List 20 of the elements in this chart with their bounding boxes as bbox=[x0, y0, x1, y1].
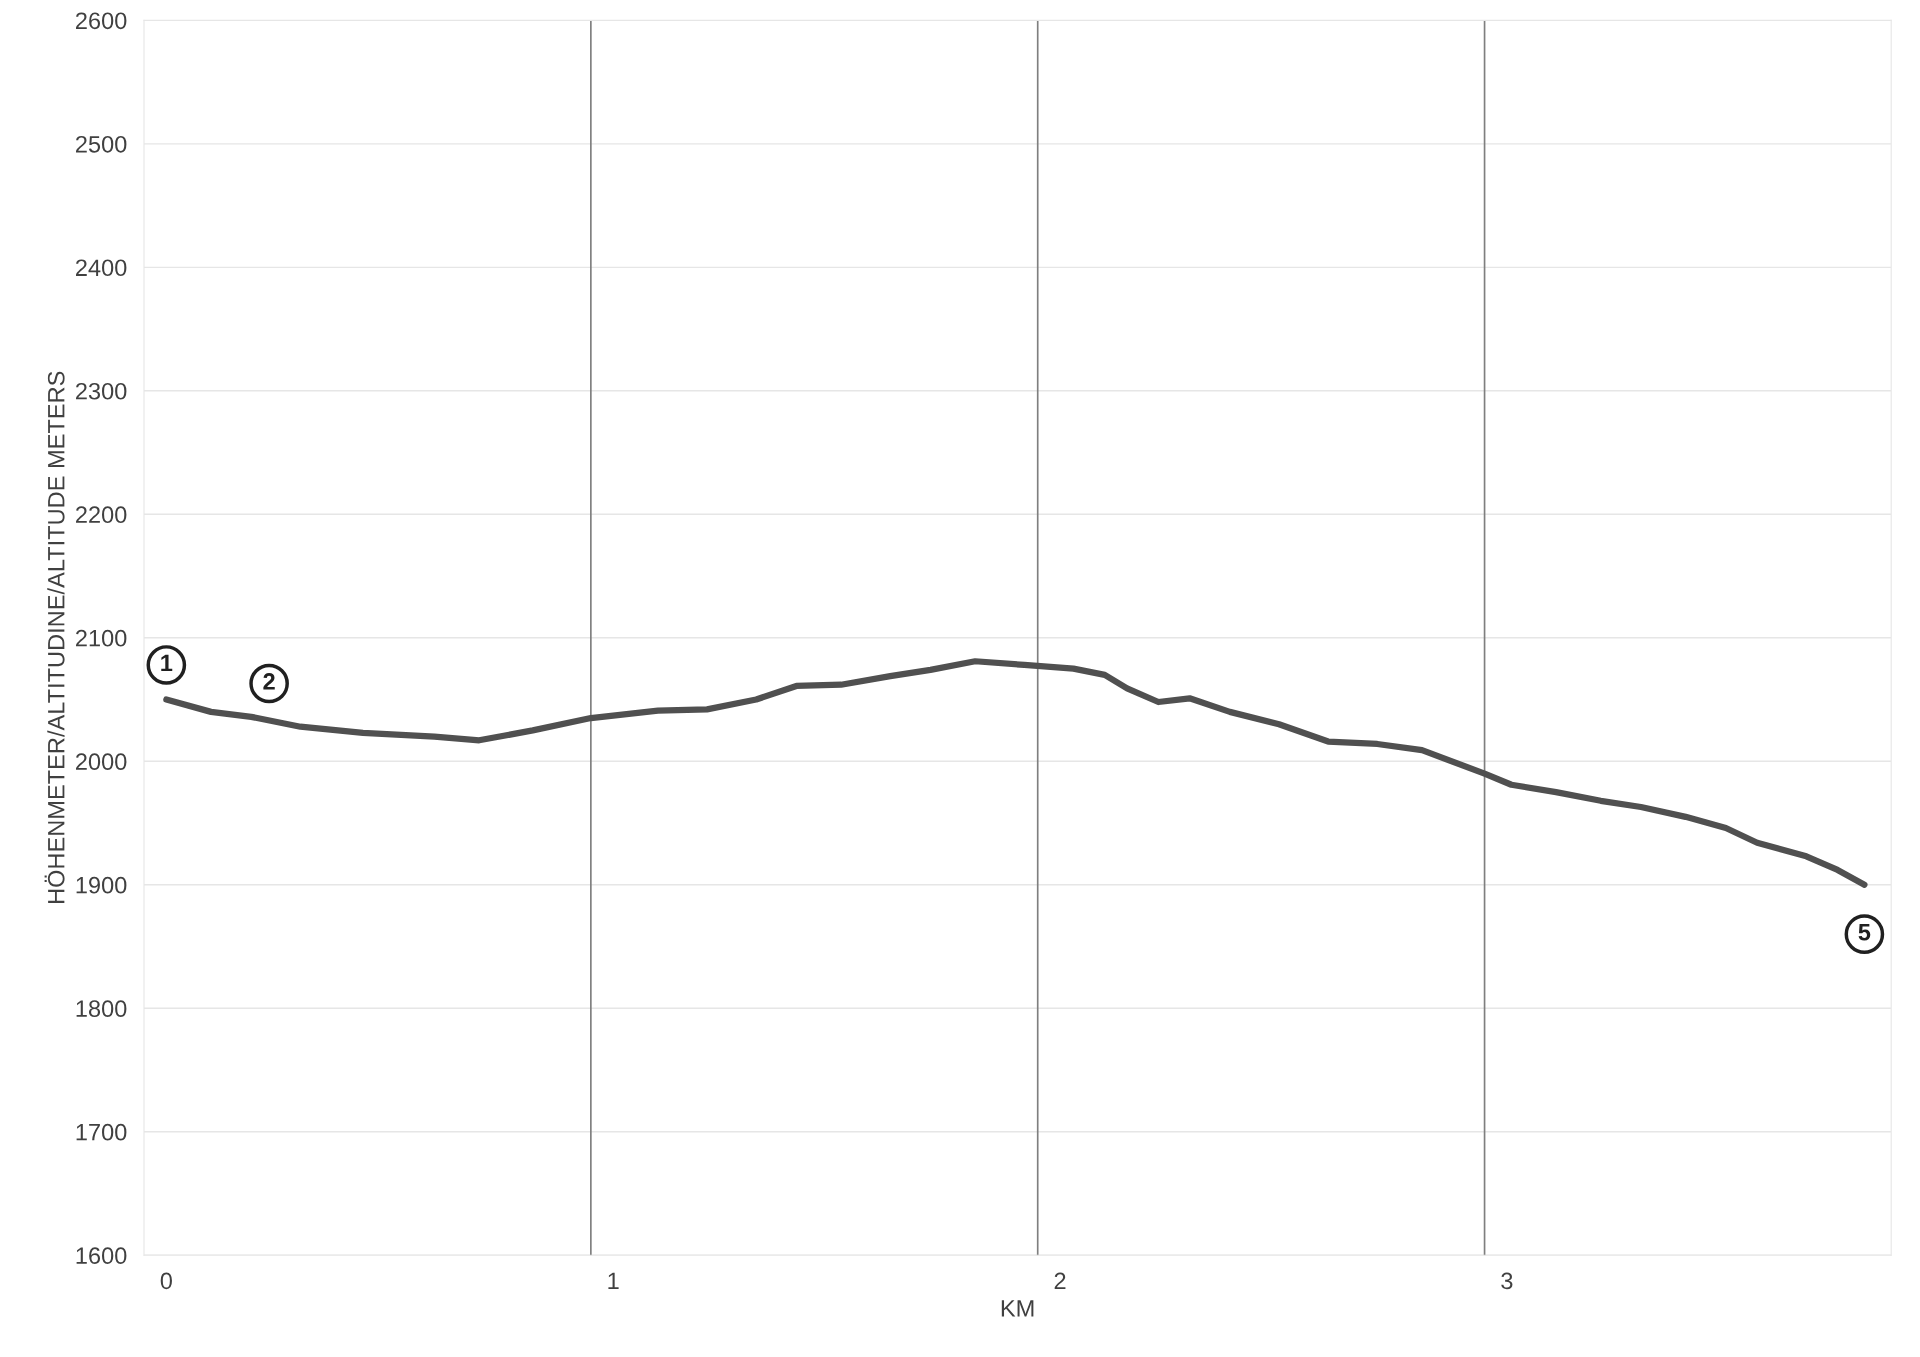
annotation: 5 bbox=[1858, 924, 1871, 941]
y-tick-label: 2000 bbox=[76, 753, 127, 771]
x-tick-label: 3 bbox=[1501, 1272, 1513, 1290]
x-axis-title: KM bbox=[1001, 1300, 1034, 1317]
y-tick-label: 1600 bbox=[76, 1247, 127, 1265]
y-tick-label: 2200 bbox=[76, 506, 127, 524]
y-tick-label: 1900 bbox=[76, 876, 127, 894]
y-tick-label: 2600 bbox=[76, 12, 127, 30]
annotation: 1 bbox=[161, 654, 173, 672]
x-tick-label: 1 bbox=[608, 1272, 619, 1289]
y-tick-label: 2300 bbox=[76, 382, 127, 400]
y-tick-label: 2100 bbox=[76, 629, 127, 647]
annotation: 2 bbox=[263, 673, 275, 690]
y-tick-label: 1700 bbox=[76, 1123, 127, 1141]
y-tick-label: 2400 bbox=[76, 259, 127, 277]
y-axis-title: HÖHENMETER/ALTITUDINE/ALTITUDE METERS bbox=[44, 371, 65, 904]
y-tick-label: 2500 bbox=[76, 135, 127, 153]
x-tick-label: 0 bbox=[160, 1272, 172, 1290]
x-tick-label: 2 bbox=[1054, 1272, 1066, 1289]
y-tick-label: 1800 bbox=[76, 1000, 127, 1018]
